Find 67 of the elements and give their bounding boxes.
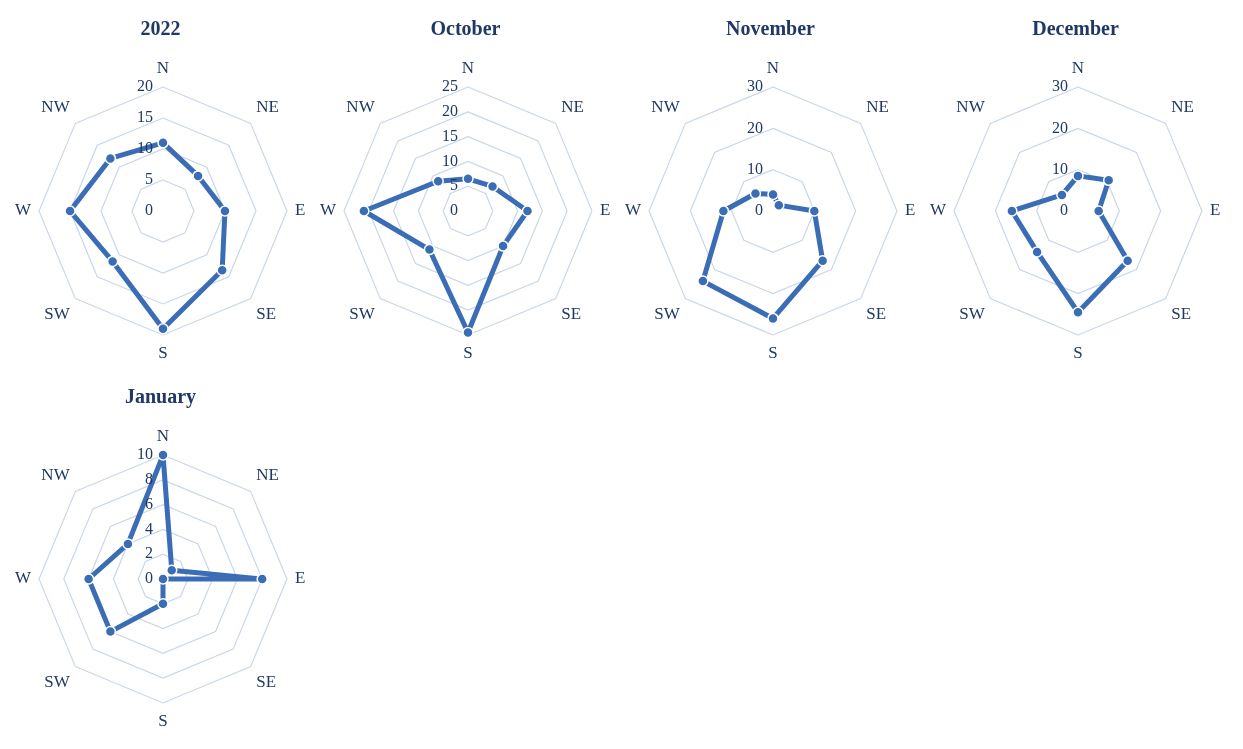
spoke-label: SW — [44, 303, 71, 323]
spoke-label: S — [768, 342, 778, 362]
spoke-label: E — [599, 200, 611, 220]
y-tick-label: 0 — [145, 201, 153, 219]
y-tick-label: 20 — [1052, 118, 1068, 136]
y-tick-label: 10 — [442, 151, 458, 169]
spoke-label: NE — [561, 96, 584, 116]
spoke-label: SW — [654, 303, 681, 323]
spoke-label: SE — [866, 303, 887, 323]
y-tick-label: 30 — [747, 77, 763, 95]
spoke-label: S — [158, 342, 168, 362]
spoke-label: S — [158, 710, 168, 730]
spoke-label: S — [463, 342, 473, 362]
y-tick-label: 6 — [145, 494, 153, 512]
spoke-label: SE — [1171, 303, 1192, 323]
spoke-label: W — [320, 200, 337, 220]
spoke-label: SE — [256, 671, 277, 691]
spoke-label: N — [461, 58, 475, 78]
y-tick-label: 15 — [137, 108, 153, 126]
spoke-label: E — [294, 200, 306, 220]
spoke-label: N — [156, 426, 170, 446]
y-tick-label: 15 — [442, 126, 458, 144]
y-tick-label: 0 — [145, 569, 153, 587]
spoke-label: SW — [959, 303, 986, 323]
spoke-label: NE — [256, 464, 279, 484]
spoke-label: E — [294, 568, 306, 588]
chart-title: January — [124, 385, 197, 409]
spoke-label: NE — [866, 96, 889, 116]
spoke-label: SE — [561, 303, 582, 323]
spoke-label: N — [156, 58, 170, 78]
y-tick-label: 10 — [137, 445, 153, 463]
spoke-label: S — [1073, 342, 1083, 362]
spoke-label: N — [766, 58, 780, 78]
chart-title: December — [1032, 17, 1119, 40]
y-tick-label: 0 — [450, 201, 458, 219]
y-tick-label: 10 — [747, 159, 763, 177]
spoke-label: E — [1209, 200, 1221, 220]
spoke-label: NW — [41, 464, 71, 484]
y-tick-label: 25 — [442, 77, 458, 95]
y-tick-label: 5 — [145, 170, 153, 188]
chart-title: October — [430, 17, 501, 40]
y-tick-label: 20 — [137, 77, 153, 95]
spoke-label: SW — [44, 671, 71, 691]
spoke-label: W — [625, 200, 642, 220]
y-tick-label: 0 — [755, 201, 763, 219]
spoke-label: NE — [256, 96, 279, 116]
spoke-label: E — [904, 200, 916, 220]
spoke-label: NW — [956, 96, 986, 116]
spoke-label: N — [1071, 58, 1085, 78]
spoke-label: W — [15, 568, 32, 588]
spoke-label: NW — [346, 96, 376, 116]
spoke-label: SE — [256, 303, 277, 323]
y-tick-label: 0 — [1060, 201, 1068, 219]
y-tick-label: 2 — [145, 544, 153, 562]
spoke-label: SW — [349, 303, 376, 323]
y-tick-label: 30 — [1052, 77, 1068, 95]
spoke-label: W — [15, 200, 32, 220]
y-tick-label: 10 — [1052, 159, 1068, 177]
spoke-label: NW — [651, 96, 681, 116]
chart-title: November — [726, 17, 816, 40]
y-tick-label: 20 — [442, 102, 458, 120]
y-tick-label: 20 — [747, 118, 763, 136]
spoke-label: NW — [41, 96, 71, 116]
y-tick-label: 4 — [145, 519, 153, 537]
spoke-label: NE — [1171, 96, 1194, 116]
spoke-label: W — [930, 200, 947, 220]
chart-title: 2022 — [140, 17, 181, 40]
